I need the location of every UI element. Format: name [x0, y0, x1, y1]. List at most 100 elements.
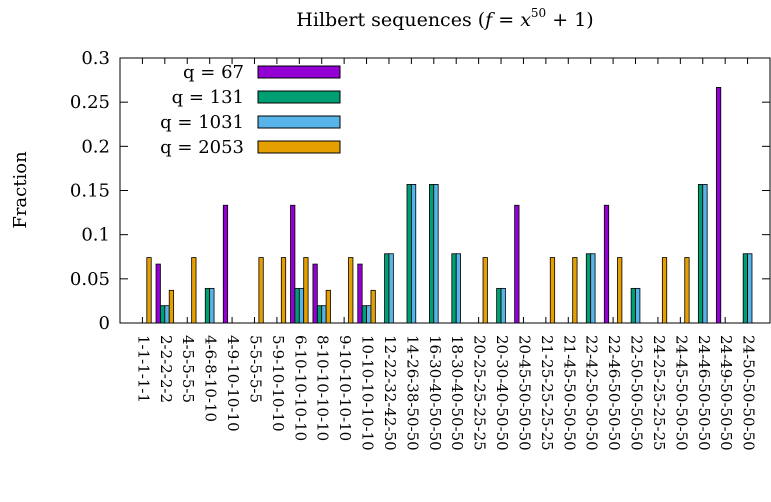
x-tick-label: 5-5-5-5-5	[246, 335, 264, 403]
bar	[451, 253, 457, 324]
bar	[482, 257, 488, 324]
bar	[258, 257, 264, 324]
legend-swatch	[257, 65, 341, 79]
x-tick-label: 24-25-25-25-25	[650, 335, 668, 451]
bar	[549, 257, 556, 324]
bar	[603, 204, 610, 324]
bar	[168, 289, 175, 324]
bar	[635, 287, 641, 324]
bar	[321, 305, 327, 324]
x-tick-label: 24-50-50-50-50	[740, 335, 758, 451]
chart-title-x: x	[520, 9, 531, 31]
x-tick-label: 6-10-10-10-10	[291, 335, 309, 441]
bar	[325, 289, 331, 324]
x-tick-label: 1-1-1-1-1	[134, 335, 152, 403]
legend-label: q = 1031	[160, 112, 244, 133]
x-tick-label: 4-6-8-10-10	[202, 335, 220, 422]
y-tick-label: 0.1	[81, 225, 110, 246]
x-tick-label: 22-50-50-50-50	[628, 335, 646, 451]
bar	[384, 253, 390, 324]
bar	[191, 257, 197, 324]
plot-area: 0 0.05 0.1 0.15 0.2 0.25 0.3 1-1-1-1-1 2-2-2-2-2…	[70, 48, 771, 451]
bar	[312, 263, 318, 324]
bar	[406, 184, 412, 324]
chart-title-suffix: + 1)	[546, 9, 594, 31]
chart-title-eq: =	[492, 9, 520, 31]
bar	[388, 253, 394, 324]
x-tick-label: 20-30-40-50-50	[493, 335, 511, 451]
x-tick-label: 22-42-50-50-50	[583, 335, 601, 451]
chart-title: Hilbert sequences (f = x50 + 1)	[296, 6, 593, 31]
y-tick-label: 0.05	[70, 269, 110, 290]
legend-swatch	[257, 90, 341, 104]
bar	[209, 287, 215, 324]
bar	[455, 253, 462, 324]
bar	[160, 305, 166, 324]
bar	[572, 257, 578, 324]
bar	[204, 287, 211, 324]
bar	[742, 253, 748, 324]
bar	[715, 87, 722, 324]
x-tick-label: 24-49-50-50-50	[717, 335, 735, 451]
y-tick-label: 0	[99, 313, 110, 334]
bar	[747, 253, 753, 324]
y-tick-label: 0.2	[81, 136, 110, 157]
bar	[357, 263, 363, 324]
bar	[370, 289, 376, 324]
bar	[428, 184, 435, 324]
x-tick-label: 20-25-25-25-25	[471, 335, 489, 451]
x-tick-label: 4-9-10-10-10	[224, 335, 242, 432]
bar	[590, 253, 596, 324]
x-tick-label: 5-9-10-10-10	[269, 335, 287, 432]
x-tick-label: 10-10-10-10-10	[359, 335, 377, 451]
x-tick-label: 24-45-50-50-50	[672, 335, 690, 451]
legend-label: q = 131	[172, 87, 244, 108]
chart-title-f: f	[483, 9, 495, 31]
bar	[702, 184, 708, 324]
x-tick-label: 12-22-32-42-50	[381, 335, 399, 451]
legend-swatch	[257, 140, 341, 154]
bar	[410, 184, 417, 324]
bar	[514, 204, 520, 324]
bar	[222, 204, 229, 324]
bar	[697, 184, 704, 324]
x-tick-label: 4-5-5-5-5	[179, 335, 197, 403]
chart-title-prefix: Hilbert sequences (	[296, 9, 485, 31]
bar	[303, 257, 309, 324]
bar	[617, 257, 623, 324]
bar	[496, 287, 502, 324]
y-tick-label: 0.15	[70, 181, 110, 202]
legend-label: q = 2053	[160, 137, 244, 158]
bar	[585, 253, 592, 324]
x-tick-label: 24-46-50-50-50	[695, 335, 713, 451]
x-tick-label: 9-10-10-10-10	[336, 335, 354, 441]
bar	[155, 263, 161, 324]
bar	[348, 257, 354, 324]
y-tick-label: 0.25	[70, 92, 110, 113]
x-tick-label: 14-26-38-50-50	[403, 335, 421, 451]
bar	[361, 305, 367, 324]
x-tick-label: 2-2-2-2-2	[157, 335, 175, 403]
bar	[661, 257, 668, 324]
chart-title-exponent: 50	[531, 6, 546, 20]
bar	[630, 287, 636, 324]
y-tick-label: 0.3	[81, 48, 110, 69]
bar	[433, 184, 439, 324]
bar	[294, 287, 300, 324]
bar	[500, 287, 506, 324]
bar	[280, 257, 287, 324]
x-tick-label: 16-30-40-50-50	[426, 335, 444, 451]
bar	[164, 305, 170, 324]
legend-label: q = 67	[183, 62, 244, 83]
bar	[316, 305, 323, 324]
x-tick-label: 21-45-50-50-50	[560, 335, 578, 451]
legend-swatch	[257, 115, 341, 129]
bar	[290, 204, 296, 324]
bar	[298, 287, 305, 324]
y-axis-label: Fraction	[10, 151, 31, 229]
x-tick-label: 22-46-50-50-50	[605, 335, 623, 451]
bar	[146, 257, 152, 324]
x-tick-label: 8-10-10-10-10	[314, 335, 332, 441]
x-tick-label: 20-45-50-50-50	[515, 335, 533, 451]
